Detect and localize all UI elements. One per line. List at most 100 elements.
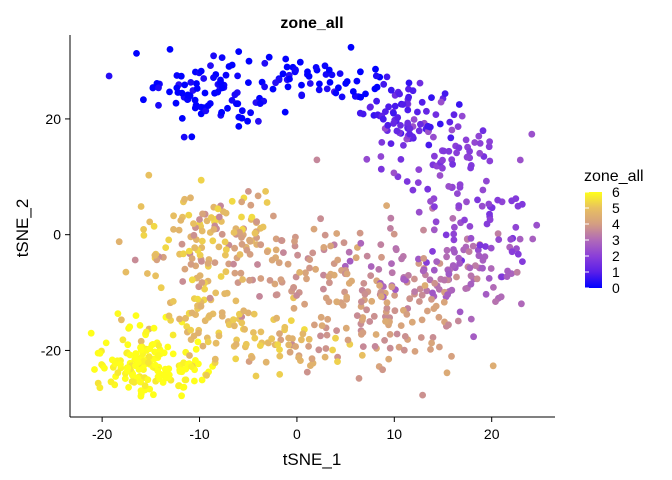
- scatter-point: [130, 379, 138, 386]
- scatter-point: [140, 226, 148, 233]
- data-points: [87, 43, 541, 400]
- scatter-point: [400, 275, 407, 283]
- scatter-point: [248, 354, 256, 361]
- scatter-point: [230, 316, 237, 324]
- scatter-point: [326, 279, 333, 287]
- scatter-point: [417, 334, 425, 341]
- scatter-point: [180, 133, 188, 141]
- scatter-point: [467, 272, 475, 280]
- scatter-point: [440, 276, 448, 284]
- scatter-point: [284, 260, 292, 268]
- scatter-point: [215, 332, 223, 340]
- scatter-point: [212, 339, 220, 347]
- scatter-point: [377, 165, 385, 173]
- scatter-point: [448, 286, 456, 294]
- scatter-point: [420, 255, 428, 262]
- scatter-point: [456, 181, 464, 189]
- scatter-point: [363, 252, 371, 260]
- scatter-point: [305, 335, 313, 343]
- scatter-point: [230, 229, 238, 236]
- scatter-point: [198, 227, 206, 235]
- scatter-point: [144, 270, 151, 277]
- scatter-point: [245, 188, 252, 195]
- scatter-point: [231, 244, 239, 252]
- scatter-point: [411, 348, 419, 355]
- scatter-point: [188, 255, 196, 262]
- scatter-point: [101, 364, 108, 372]
- scatter-point: [305, 343, 312, 350]
- scatter-point: [429, 289, 436, 297]
- scatter-point: [421, 282, 429, 289]
- scatter-point: [383, 73, 391, 81]
- scatter-point: [210, 52, 218, 60]
- scatter-point: [519, 258, 526, 265]
- scatter-point: [472, 262, 479, 269]
- scatter-point: [178, 392, 186, 400]
- scatter-point: [424, 185, 432, 193]
- scatter-point: [411, 275, 418, 283]
- scatter-point: [176, 315, 183, 323]
- scatter-point: [428, 339, 435, 347]
- scatter-point: [475, 252, 483, 260]
- scatter-point: [257, 328, 265, 336]
- scatter-point: [363, 155, 371, 163]
- scatter-point: [132, 312, 140, 319]
- scatter-point: [198, 279, 206, 286]
- scatter-point: [178, 115, 186, 122]
- scatter-point: [290, 304, 298, 312]
- scatter-point: [207, 62, 214, 69]
- scatter-point: [170, 226, 177, 233]
- scatter-point: [185, 247, 193, 255]
- scatter-point: [353, 77, 361, 85]
- scatter-point: [427, 198, 434, 205]
- scatter-point: [197, 176, 205, 184]
- scatter-point: [290, 284, 297, 292]
- scatter-point: [118, 316, 125, 324]
- scatter-point: [392, 246, 400, 254]
- scatter-point: [360, 280, 368, 287]
- scatter-point: [292, 273, 300, 281]
- scatter-point: [292, 66, 299, 74]
- x-axis-title: tSNE_1: [283, 450, 342, 469]
- scatter-point: [238, 107, 246, 115]
- scatter-point: [516, 156, 524, 164]
- scatter-point: [175, 226, 183, 234]
- scatter-point: [471, 139, 479, 146]
- scatter-point: [379, 115, 387, 123]
- scatter-point: [513, 268, 521, 276]
- scatter-point: [247, 201, 255, 209]
- scatter-point: [148, 341, 156, 349]
- scatter-point: [333, 298, 341, 306]
- scatter-point: [137, 344, 144, 351]
- scatter-point: [431, 152, 438, 160]
- scatter-point: [415, 127, 423, 135]
- scatter-point: [378, 253, 385, 261]
- scatter-point: [155, 84, 162, 92]
- scatter-point: [436, 120, 444, 128]
- scatter-point: [417, 120, 424, 128]
- scatter-point: [225, 321, 233, 329]
- scatter-point: [254, 261, 261, 268]
- scatter-point: [236, 251, 244, 258]
- scatter-point: [311, 321, 318, 329]
- scatter-point: [419, 391, 426, 399]
- scatter-point: [144, 376, 152, 384]
- scatter-point: [370, 312, 378, 320]
- scatter-point: [272, 246, 280, 254]
- scatter-point: [283, 63, 291, 71]
- x-tick-label: -10: [189, 426, 209, 442]
- scatter-point: [322, 345, 330, 352]
- scatter-point: [198, 237, 206, 245]
- scatter-point: [177, 217, 185, 224]
- scatter-point: [180, 250, 187, 258]
- scatter-point: [451, 223, 458, 231]
- scatter-point: [114, 310, 122, 317]
- scatter-point: [222, 71, 230, 79]
- scatter-point: [214, 205, 222, 213]
- scatter-point: [429, 248, 436, 255]
- scatter-point: [359, 329, 367, 336]
- scatter-point: [272, 291, 280, 299]
- scatter-point: [166, 88, 173, 96]
- scatter-point: [405, 93, 412, 101]
- scatter-point: [424, 122, 432, 130]
